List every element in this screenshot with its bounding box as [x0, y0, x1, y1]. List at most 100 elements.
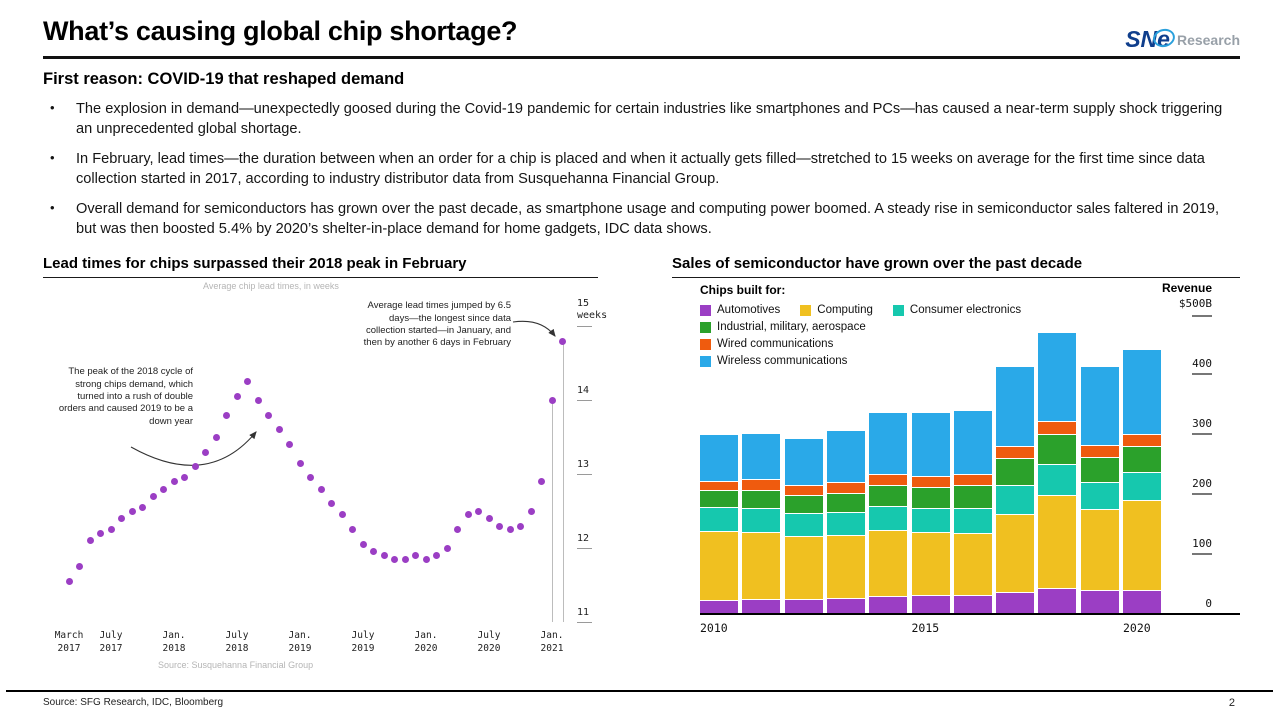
page-title: What’s causing global chip shortage?: [43, 16, 518, 46]
stacked-bar-2017: [996, 366, 1035, 614]
lead-times-chart-title: Lead times for chips surpassed their 201…: [43, 255, 598, 279]
bar-segment: [1123, 434, 1161, 447]
x-axis-tick-label: Jan. 2018: [162, 630, 186, 654]
data-point: [233, 393, 241, 401]
annotation-2018-peak: The peak of the 2018 cycle of strong chi…: [58, 366, 193, 427]
data-point: [328, 500, 335, 508]
semiconductor-sales-chart: Sales of semiconductor have grown over t…: [672, 255, 1240, 672]
bar-segment: [911, 532, 950, 596]
y-axis-tick-label: 300: [1192, 417, 1212, 431]
x-axis-tick-label: 2020: [1123, 621, 1151, 636]
legend-item: Automotives: [700, 304, 780, 316]
y-axis-tick-label: 100: [1192, 537, 1212, 551]
y-axis-tick-mark: [1192, 373, 1212, 376]
legend-item: Computing: [800, 304, 873, 316]
data-point: [496, 522, 503, 530]
legend-swatch: [892, 304, 904, 316]
data-point: [338, 511, 346, 519]
data-point: [170, 478, 178, 486]
data-point: [391, 555, 398, 563]
legend-row: Wireless communications: [700, 355, 1041, 367]
data-point: [65, 578, 73, 586]
lead-times-plot-area: The peak of the 2018 cycle of strong chi…: [43, 292, 607, 672]
data-point: [275, 426, 283, 434]
y-axis-tick-mark-500: [1192, 315, 1212, 318]
data-point: [412, 552, 419, 560]
y-axis-tick-mark: [1192, 433, 1212, 436]
bar-segment: [869, 505, 908, 530]
bar-segment: [1080, 456, 1119, 483]
x-axis-tick-label: July 2020: [477, 630, 501, 654]
bullet-item: Overall demand for semiconductors has gr…: [43, 199, 1240, 239]
bullet-item: In February, lead times—the duration bet…: [43, 149, 1240, 189]
data-point: [97, 529, 104, 537]
data-point: [380, 552, 388, 560]
bar-segment: [826, 492, 865, 512]
bar-segment: [953, 532, 992, 595]
bar-segment: [1123, 471, 1161, 501]
legend-label: Industrial, military, aerospace: [717, 321, 866, 334]
y-axis-tick-mark: [1192, 493, 1212, 496]
data-point: [128, 507, 136, 515]
stacked-bar-2019: [1080, 366, 1119, 614]
x-axis-tick-label: July 2017: [99, 630, 123, 654]
legend-item: Consumer electronics: [892, 304, 1021, 316]
data-point: [422, 555, 430, 563]
stacked-bar-2012: [784, 438, 823, 614]
stacked-bar-2016: [953, 409, 992, 614]
bar-segment: [784, 513, 823, 536]
data-point: [359, 541, 367, 549]
legend-row: Automotives Computing Consumer electronics: [700, 304, 1041, 316]
bar-segment: [869, 474, 908, 485]
data-point: [370, 548, 377, 556]
stacked-bar-2014: [869, 411, 908, 614]
stacked-bar-2020: [1123, 349, 1161, 614]
data-point: [139, 504, 146, 512]
x-axis-tick-label: 2010: [700, 621, 728, 636]
data-point: [191, 463, 199, 471]
data-point: [76, 563, 83, 571]
revenue-axis-label: Revenue $500B: [1162, 281, 1212, 318]
bar-segment: [911, 475, 950, 487]
slide-footer: Source: SFG Research, IDC, Bloomberg 2: [0, 690, 1279, 719]
x-axis-tick-label: Jan. 2021: [540, 630, 564, 654]
x-axis-tick-label: Jan. 2019: [288, 630, 312, 654]
y-axis-tick-mark: [1192, 553, 1212, 556]
y-axis-tick-mark: [577, 474, 592, 476]
bar-segment: [700, 600, 738, 614]
bar-segment: [1123, 500, 1161, 591]
sales-chart-title: Sales of semiconductor have grown over t…: [672, 255, 1240, 279]
data-point: [454, 526, 461, 534]
bar-segment: [742, 479, 781, 490]
legend-label: Wireless communications: [717, 355, 848, 368]
source-text: Source: SFG Research, IDC, Bloomberg: [43, 696, 224, 708]
data-point: [401, 555, 409, 563]
bar-segment: [1038, 495, 1077, 589]
y-axis-tick-mark: [577, 548, 592, 550]
bar-segment: [742, 433, 781, 480]
data-point: [286, 441, 293, 449]
bar-segment: [953, 484, 992, 508]
bar-segment: [996, 484, 1035, 514]
bar-segment: [1080, 444, 1119, 457]
february-annotation-arrow: [512, 321, 556, 338]
slide-header: What’s causing global chip shortage? SNe…: [43, 16, 1240, 52]
recent-point-stem: [552, 400, 553, 623]
bar-segment: [911, 412, 950, 476]
bar-segment: [869, 529, 908, 596]
page-number: 2: [1228, 696, 1235, 709]
lead-times-chart: Lead times for chips surpassed their 201…: [43, 255, 607, 672]
data-point: [464, 511, 472, 519]
legend-swatch: [700, 321, 711, 333]
footer-divider: [6, 690, 1273, 692]
legend-label: Automotives: [717, 304, 781, 317]
bar-segment: [826, 534, 865, 598]
bar-segment: [700, 507, 738, 532]
bar-segment: [996, 458, 1035, 485]
bar-segment: [826, 597, 865, 614]
y-axis-tick-mark: [577, 326, 592, 328]
y-axis-tick-label: 200: [1192, 477, 1212, 491]
legend-swatch: [800, 304, 812, 316]
revenue-max-label: $500B: [1178, 297, 1212, 311]
bar-segment: [826, 511, 865, 535]
